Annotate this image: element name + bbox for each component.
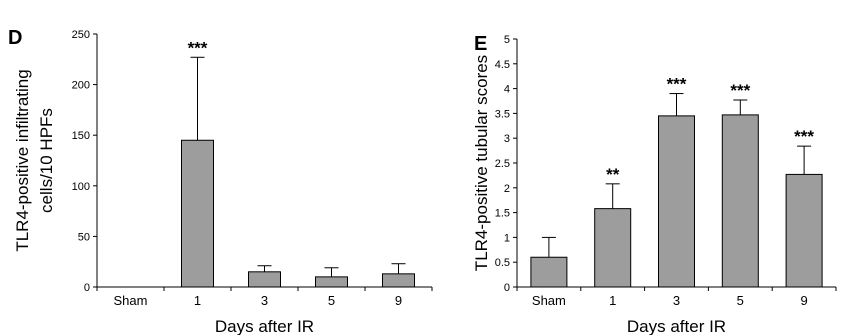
x-tick-label: 3 [261,293,268,308]
bar [658,115,695,288]
bar [530,256,568,288]
x-tick-label: Sham [114,293,148,308]
y-tick-label: 5 [504,34,510,46]
bar [248,271,281,288]
x-tick-label: 3 [673,293,680,308]
significance-label: *** [730,81,750,100]
y-tick-label: 1 [504,232,510,244]
y-tick-label: 250 [72,29,90,41]
y-tick-label: 3 [504,133,510,145]
panel-letter: E [474,33,487,55]
bar [315,276,348,288]
x-tick-label: Sham [532,293,566,308]
y-tick-label: 4.5 [495,59,510,71]
bar [785,173,823,288]
y-tick-label: 2.5 [495,158,510,170]
y-tick-label: 100 [72,181,90,193]
x-tick-label: 1 [194,293,201,308]
bar [721,114,759,288]
x-tick-label: 5 [328,293,335,308]
x-tick-label: 9 [800,293,807,308]
y-tick-label: 150 [72,130,90,142]
y-tick-label: 0 [84,282,90,294]
y-tick-label: 0 [504,282,510,294]
y-tick-label: 3.5 [495,108,510,120]
bar [181,139,214,288]
y-axis-title: cells/10 HPFs [37,108,56,213]
x-tick-label: 5 [737,293,744,308]
significance-label: *** [794,127,814,146]
x-tick-label: 1 [609,293,616,308]
panel-letter: D [8,27,22,49]
y-axis-title: TLR4-positive tubular scores [472,55,491,271]
significance-label: *** [188,38,208,57]
y-tick-label: 4 [504,84,510,96]
x-axis-title: Days after IR [215,317,314,335]
x-tick-label: 9 [395,293,402,308]
bar [382,273,415,288]
x-axis-title: Days after IR [627,317,726,335]
y-tick-label: 50 [78,231,90,243]
y-axis-title: TLR4-positive infiltrating [13,69,32,251]
y-tick-label: 1.5 [495,208,510,220]
bar [594,208,632,288]
significance-label: ** [606,165,620,184]
y-tick-label: 200 [72,80,90,92]
significance-label: *** [667,75,687,94]
y-tick-label: 0.5 [495,257,510,269]
y-tick-label: 2 [504,183,510,195]
